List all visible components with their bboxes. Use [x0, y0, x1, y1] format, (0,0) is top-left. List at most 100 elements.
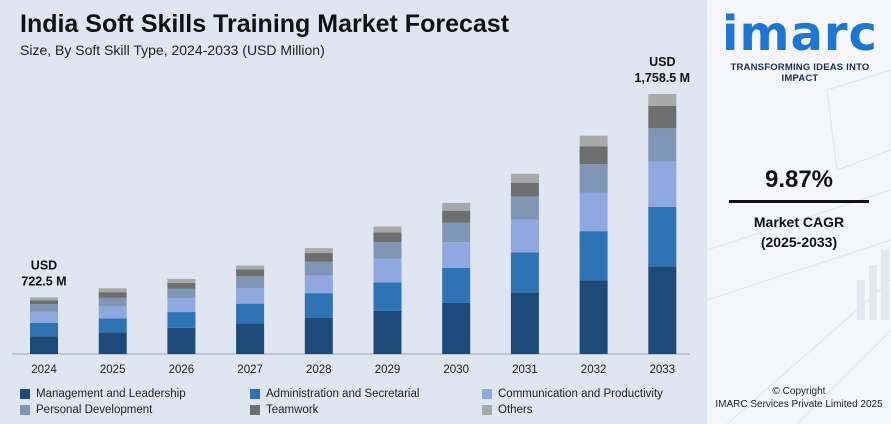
bar-segment-2025-s1	[98, 318, 127, 333]
x-tick-label: 2033	[650, 364, 676, 376]
x-tick-label: 2025	[100, 364, 126, 376]
bar-segment-2032-s0	[579, 280, 608, 354]
bar-segment-2029-s1	[373, 282, 402, 311]
bar-segment-2026-s2	[167, 298, 196, 313]
bar-segment-2028-s0	[304, 317, 333, 354]
bar-segment-2029-s4	[373, 232, 402, 243]
bar-segment-2032-s1	[579, 231, 608, 281]
logo-wordmark: imarc	[722, 6, 878, 62]
bar-segment-2025-s5	[98, 288, 127, 293]
bar-segment-2027-s4	[236, 269, 265, 277]
bar-segment-2032-s3	[579, 164, 608, 193]
bar-segment-2024-s0	[30, 336, 58, 354]
bar-segment-2029-s2	[373, 258, 402, 283]
bar-segment-2027-s1	[236, 303, 265, 324]
legend-label: Communication and Productivity	[498, 387, 663, 400]
bar-segment-2026-s3	[167, 288, 196, 299]
bar-segment-2027-s2	[236, 288, 265, 304]
bar-segment-2024-s5	[30, 297, 58, 301]
legend-swatch	[482, 404, 492, 415]
bar-segment-2027-s3	[236, 276, 265, 289]
copyright: © Copyright IMARC Services Private Limit…	[707, 385, 891, 411]
legend-label: Teamwork	[266, 403, 319, 416]
bar-segment-2027-s5	[236, 265, 265, 270]
bar-segment-2030-s2	[442, 242, 471, 268]
bar-segment-2025-s0	[98, 332, 127, 354]
cagr-label: Market CAGR (2025-2033)	[707, 212, 891, 252]
bar-segment-2031-s1	[510, 252, 539, 293]
bar-segment-2033-s5	[648, 93, 677, 106]
bar-segment-2032-s5	[579, 135, 608, 147]
x-tick-label: 2031	[512, 364, 538, 376]
cagr-value: 9.87%	[764, 166, 834, 193]
cagr-divider	[729, 200, 869, 203]
bar-segment-2024-s3	[30, 304, 58, 312]
end-value-label: 1,758.5 M	[635, 71, 691, 85]
bar-segment-2025-s3	[98, 297, 127, 307]
bar-segment-2033-s2	[648, 161, 677, 207]
cagr-label-line1: Market CAGR	[753, 214, 845, 230]
bar-segment-2028-s3	[304, 261, 333, 276]
legend-item: Teamwork	[250, 402, 482, 417]
bar-segment-2029-s5	[373, 226, 402, 233]
legend-label: Management and Leadership	[36, 387, 186, 400]
bar-segment-2026-s4	[167, 282, 196, 289]
start-value-label: 722.5 M	[21, 274, 66, 288]
bar-segment-2032-s2	[579, 192, 608, 232]
bar-segment-2033-s1	[648, 206, 677, 267]
legend-item: Management and Leadership	[20, 386, 250, 401]
legend-swatch	[20, 404, 30, 415]
bar-segment-2025-s2	[98, 306, 127, 319]
bar-segment-2030-s0	[442, 302, 471, 354]
legend-swatch	[250, 388, 260, 399]
bar-segment-2025-s4	[98, 292, 127, 298]
legend-label: Administration and Secretarial	[266, 387, 420, 400]
chart-legend: Management and Leadership Administration …	[20, 386, 700, 417]
bar-segment-2031-s3	[510, 196, 539, 220]
copyright-line2: IMARC Services Private Limited 2025	[715, 399, 883, 410]
x-tick-label: 2027	[237, 364, 263, 376]
chart-title: India Soft Skills Training Market Foreca…	[20, 10, 510, 38]
bar-segment-2032-s4	[579, 146, 608, 165]
bar-segment-2028-s1	[304, 293, 333, 318]
legend-swatch	[482, 388, 492, 399]
bar-segment-2028-s4	[304, 253, 333, 262]
stacked-bar-chart: 2024 2025 2026 2027 2028 2029 2030 2031 2032 2033…	[12, 55, 691, 376]
bar-segment-2031-s5	[510, 173, 539, 183]
x-tick-label: 2024	[31, 364, 57, 376]
legend-label: Others	[498, 403, 533, 416]
bar-segment-2033-s3	[648, 128, 677, 162]
bar-segment-2031-s0	[510, 292, 539, 354]
bar-segment-2027-s0	[236, 323, 265, 354]
bar-segment-2030-s3	[442, 222, 471, 243]
bar-segment-2026-s5	[167, 278, 196, 283]
brand-panel: imarc TRANSFORMING IDEAS INTO IMPACT 9.8…	[707, 0, 891, 424]
cagr-label-line2: (2025-2033)	[760, 234, 838, 250]
bar-segment-2024-s1	[30, 322, 58, 337]
end-value-unit: USD	[649, 55, 675, 69]
bar-segment-2030-s5	[442, 202, 471, 211]
x-tick-label: 2030	[443, 364, 469, 376]
x-tick-label: 2032	[581, 364, 607, 376]
imarc-logo: imarc TRANSFORMING IDEAS INTO IMPACT	[716, 6, 884, 84]
x-tick-label: 2026	[169, 364, 195, 376]
legend-item: Administration and Secretarial	[250, 386, 482, 401]
legend-swatch	[20, 388, 30, 399]
logo-tagline: TRANSFORMING IDEAS INTO IMPACT	[730, 62, 870, 84]
bar-segment-2026-s0	[167, 327, 196, 354]
start-value-unit: USD	[31, 258, 57, 272]
legend-swatch	[250, 404, 260, 415]
bar-segment-2030-s4	[442, 210, 471, 223]
bar-segment-2026-s1	[167, 312, 196, 328]
bar-segment-2031-s4	[510, 182, 539, 197]
bar-segment-2028-s5	[304, 248, 333, 254]
legend-item: Communication and Productivity	[482, 386, 682, 401]
chart-subtitle: Size, By Soft Skill Type, 2024-2033 (USD…	[20, 42, 325, 58]
x-tick-label: 2028	[306, 364, 332, 376]
x-tick-label: 2029	[375, 364, 401, 376]
bar-segment-2029-s0	[373, 310, 402, 354]
chart-panel: India Soft Skills Training Market Foreca…	[12, 10, 700, 417]
copyright-line1: © Copyright	[772, 386, 826, 397]
legend-item: Others	[482, 402, 682, 417]
legend-label: Personal Development	[36, 403, 153, 416]
